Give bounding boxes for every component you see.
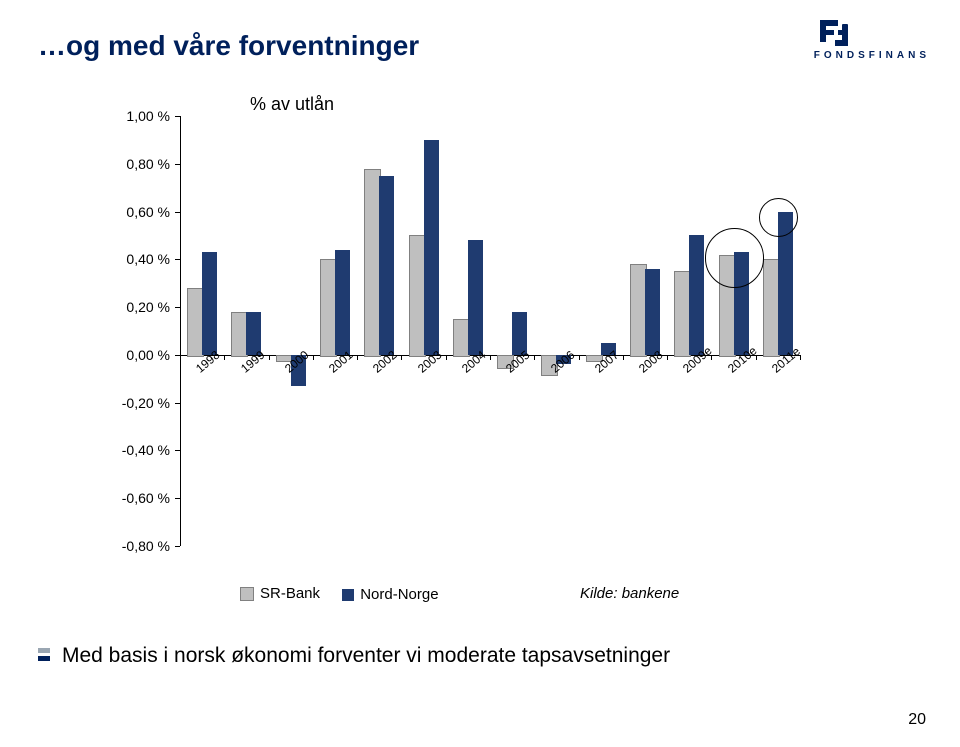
x-tick-label: 2007 — [592, 348, 621, 376]
y-tick-label: -0,60 % — [122, 490, 170, 506]
brand-logo: FONDSFINANS — [814, 18, 930, 61]
bar-nordnorge — [335, 250, 350, 355]
y-tick-label: -0,40 % — [122, 442, 170, 458]
bar-nordnorge — [645, 269, 660, 355]
y-tick-label: 0,00 % — [126, 347, 170, 363]
bar-nordnorge — [689, 235, 704, 354]
chart-subtitle: % av utlån — [250, 94, 334, 115]
highlight-circle — [705, 228, 765, 288]
body-text: Med basis i norsk økonomi forventer vi m… — [62, 644, 670, 668]
chart-legend: SR-Bank Nord-Norge — [240, 585, 457, 605]
y-tick-label: -0,80 % — [122, 538, 170, 554]
legend-swatch-nordnorge — [342, 589, 354, 601]
bar-nordnorge — [468, 240, 483, 355]
chart-area: % av utlån 1,00 %0,80 %0,60 %0,40 %0,20 … — [100, 98, 820, 578]
legend-item-nordnorge: Nord-Norge — [342, 586, 438, 603]
bar-nordnorge — [202, 252, 217, 355]
y-tick-label: 0,40 % — [126, 251, 170, 267]
chart-plot: 1,00 %0,80 %0,60 %0,40 %0,20 %0,00 %-0,2… — [180, 116, 800, 546]
bar-nordnorge — [424, 140, 439, 355]
page-number: 20 — [908, 711, 926, 729]
x-tick-label: 2005 — [503, 348, 532, 376]
y-tick-label: 1,00 % — [126, 108, 170, 124]
legend-label-srbank: SR-Bank — [260, 585, 320, 602]
legend-swatch-srbank — [240, 587, 254, 601]
source-label: Kilde: bankene — [580, 585, 679, 602]
legend-label-nordnorge: Nord-Norge — [360, 586, 438, 603]
logo-icon — [814, 18, 858, 48]
slide-title: …og med våre forventninger — [38, 30, 419, 62]
bullet-icon — [38, 648, 52, 662]
y-tick-label: 0,60 % — [126, 204, 170, 220]
brand-name: FONDSFINANS — [814, 50, 930, 61]
y-tick-label: -0,20 % — [122, 395, 170, 411]
y-tick-label: 0,80 % — [126, 156, 170, 172]
bar-nordnorge — [379, 176, 394, 355]
legend-item-srbank: SR-Bank — [240, 585, 320, 602]
y-tick-label: 0,20 % — [126, 299, 170, 315]
